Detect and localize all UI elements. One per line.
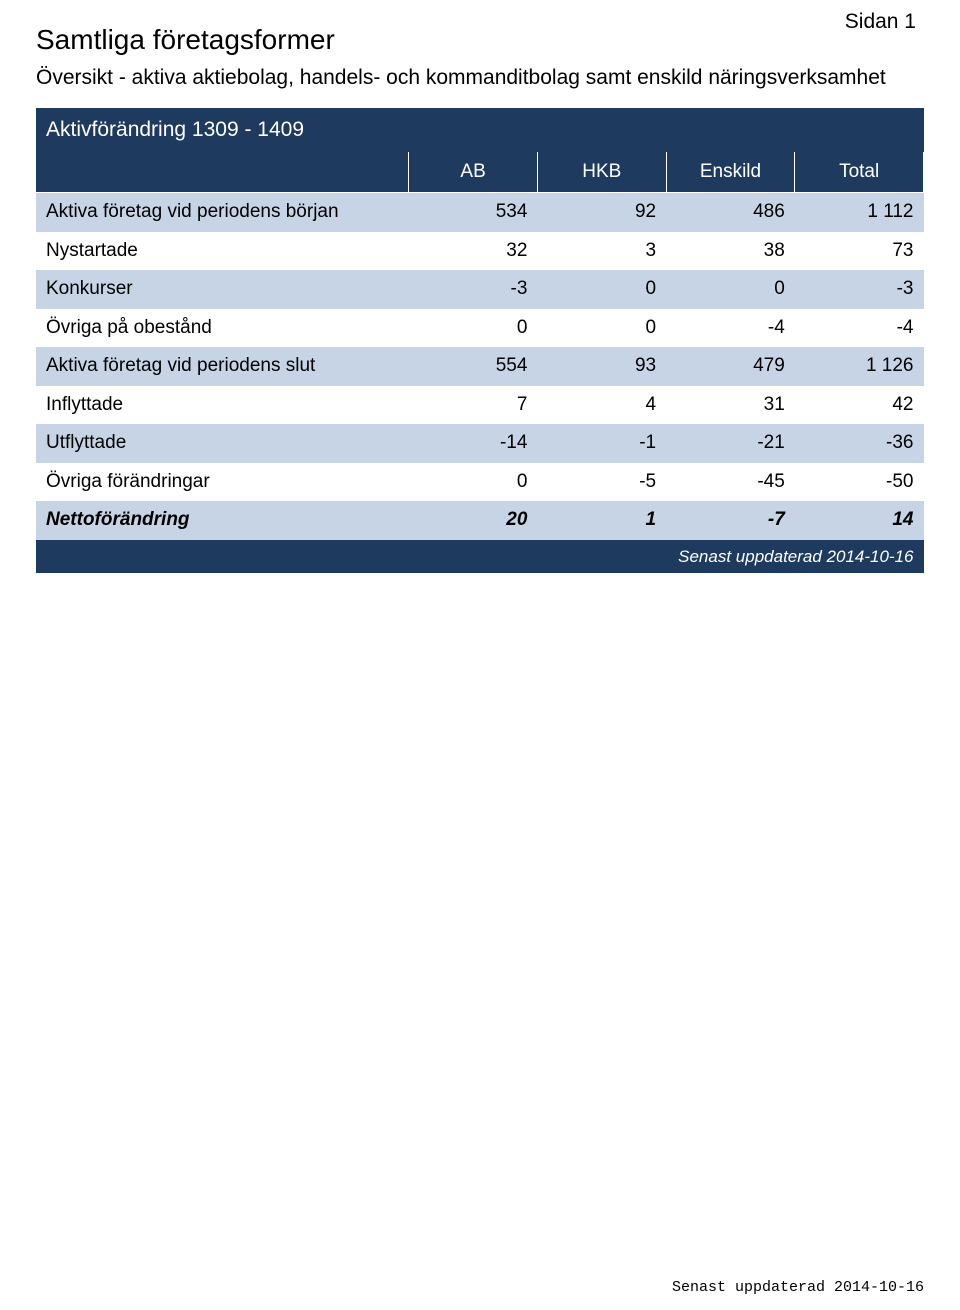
column-header-hkb: HKB bbox=[537, 152, 666, 193]
table-row: Övriga förändringar 0 -5 -45 -50 bbox=[36, 463, 924, 502]
row-label: Nystartade bbox=[36, 232, 409, 271]
table-row: Aktiva företag vid periodens slut 554 93… bbox=[36, 347, 924, 386]
cell: 0 bbox=[409, 463, 538, 502]
cell: -45 bbox=[666, 463, 795, 502]
table-row: Utflyttade -14 -1 -21 -36 bbox=[36, 424, 924, 463]
table-footer-updated: Senast uppdaterad 2014-10-16 bbox=[36, 540, 924, 574]
row-label: Övriga förändringar bbox=[36, 463, 409, 502]
cell: -7 bbox=[666, 501, 795, 540]
page-number: Sidan 1 bbox=[845, 10, 916, 34]
table-row: Övriga på obestånd 0 0 -4 -4 bbox=[36, 309, 924, 348]
cell: -50 bbox=[795, 463, 924, 502]
cell: -3 bbox=[795, 270, 924, 309]
cell: 3 bbox=[537, 232, 666, 271]
cell: 1 bbox=[537, 501, 666, 540]
cell: 0 bbox=[666, 270, 795, 309]
page-title: Samtliga företagsformer bbox=[36, 24, 924, 56]
table-row: Aktiva företag vid periodens början 534 … bbox=[36, 193, 924, 232]
cell: 0 bbox=[537, 309, 666, 348]
cell: -3 bbox=[409, 270, 538, 309]
cell: 38 bbox=[666, 232, 795, 271]
table-footer-row: Senast uppdaterad 2014-10-16 bbox=[36, 540, 924, 574]
cell: 1 126 bbox=[795, 347, 924, 386]
report-table: Aktivförändring 1309 - 1409 AB HKB Enski… bbox=[36, 108, 924, 573]
cell: 4 bbox=[537, 386, 666, 425]
table-row: Nystartade 32 3 38 73 bbox=[36, 232, 924, 271]
cell: 486 bbox=[666, 193, 795, 232]
cell: -14 bbox=[409, 424, 538, 463]
row-label: Utflyttade bbox=[36, 424, 409, 463]
table-row-netto: Nettoförändring 20 1 -7 14 bbox=[36, 501, 924, 540]
cell: -5 bbox=[537, 463, 666, 502]
page-subtitle: Översikt - aktiva aktiebolag, handels- o… bbox=[36, 66, 924, 90]
cell: 32 bbox=[409, 232, 538, 271]
column-header-enskild: Enskild bbox=[666, 152, 795, 193]
cell: 7 bbox=[409, 386, 538, 425]
table-banner-row: Aktivförändring 1309 - 1409 bbox=[36, 108, 924, 152]
cell: 479 bbox=[666, 347, 795, 386]
cell: 31 bbox=[666, 386, 795, 425]
column-header-total: Total bbox=[795, 152, 924, 193]
table-row: Inflyttade 7 4 31 42 bbox=[36, 386, 924, 425]
page-footer-updated: Senast uppdaterad 2014-10-16 bbox=[672, 1279, 924, 1296]
cell: 0 bbox=[409, 309, 538, 348]
row-label: Aktiva företag vid periodens början bbox=[36, 193, 409, 232]
page: Sidan 1 Samtliga företagsformer Översikt… bbox=[0, 0, 960, 1310]
cell: -36 bbox=[795, 424, 924, 463]
cell: 42 bbox=[795, 386, 924, 425]
cell: 92 bbox=[537, 193, 666, 232]
cell: -4 bbox=[795, 309, 924, 348]
row-label: Inflyttade bbox=[36, 386, 409, 425]
cell: 73 bbox=[795, 232, 924, 271]
column-header-blank bbox=[36, 152, 409, 193]
cell: 0 bbox=[537, 270, 666, 309]
cell: 534 bbox=[409, 193, 538, 232]
row-label: Nettoförändring bbox=[36, 501, 409, 540]
table-row: Konkurser -3 0 0 -3 bbox=[36, 270, 924, 309]
cell: 20 bbox=[409, 501, 538, 540]
cell: 93 bbox=[537, 347, 666, 386]
row-label: Aktiva företag vid periodens slut bbox=[36, 347, 409, 386]
cell: -21 bbox=[666, 424, 795, 463]
table-column-header-row: AB HKB Enskild Total bbox=[36, 152, 924, 193]
column-header-ab: AB bbox=[409, 152, 538, 193]
table-banner: Aktivförändring 1309 - 1409 bbox=[36, 108, 924, 152]
cell: 554 bbox=[409, 347, 538, 386]
cell: 1 112 bbox=[795, 193, 924, 232]
row-label: Övriga på obestånd bbox=[36, 309, 409, 348]
cell: -4 bbox=[666, 309, 795, 348]
cell: -1 bbox=[537, 424, 666, 463]
cell: 14 bbox=[795, 501, 924, 540]
row-label: Konkurser bbox=[36, 270, 409, 309]
